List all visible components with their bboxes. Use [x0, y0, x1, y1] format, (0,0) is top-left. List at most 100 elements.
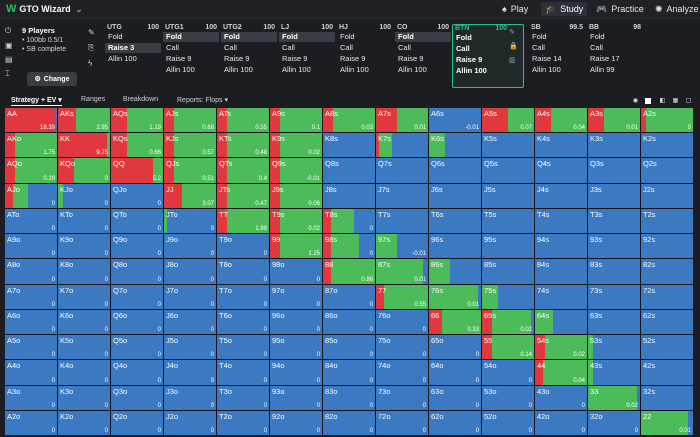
- pencil-icon[interactable]: ✎: [509, 29, 515, 36]
- hand-cell-84s[interactable]: 84s: [535, 259, 587, 284]
- hand-cell-T4s[interactable]: T4s: [535, 208, 587, 234]
- hand-cell-T5s[interactable]: T5s: [482, 208, 534, 234]
- hand-cell-99[interactable]: 99 1.25: [270, 234, 322, 259]
- hand-cell-62s[interactable]: 62s: [641, 309, 693, 335]
- hand-cell-A4o[interactable]: A4o 0: [5, 360, 57, 385]
- hand-cell-T9o[interactable]: T9o 0: [217, 234, 269, 259]
- lock-icon[interactable]: 🔒: [509, 43, 518, 50]
- hand-cell-AKo[interactable]: AKo 1.75: [5, 133, 57, 158]
- hand-cell-63o[interactable]: 63o 0: [429, 385, 481, 410]
- action-fold[interactable]: Fold: [163, 32, 219, 42]
- hand-cell-42s[interactable]: 42s: [641, 360, 693, 385]
- hand-cell-J5s[interactable]: J5s: [482, 183, 534, 208]
- hand-cell-QQ[interactable]: QQ 5.2: [111, 158, 163, 183]
- hand-cell-33[interactable]: 33 0.02: [588, 385, 640, 410]
- hand-cell-85s[interactable]: 85s: [482, 259, 534, 284]
- hand-cell-54o[interactable]: 54o 0: [482, 360, 534, 385]
- hand-cell-98o[interactable]: 98o 0: [270, 259, 322, 284]
- hand-cell-K5o[interactable]: K5o 0: [58, 335, 110, 360]
- hand-cell-87o[interactable]: 87o 0: [323, 284, 375, 309]
- hand-cell-K2s[interactable]: K2s: [641, 133, 693, 158]
- hand-cell-AQo[interactable]: AQo 0.29: [5, 158, 57, 183]
- hand-cell-32s[interactable]: 32s: [641, 385, 693, 410]
- hand-cell-KQs[interactable]: KQs 0.66: [111, 133, 163, 158]
- hand-cell-94s[interactable]: 94s: [535, 234, 587, 259]
- hand-cell-74s[interactable]: 74s: [535, 284, 587, 309]
- hand-cell-KTs[interactable]: KTs 0.48: [217, 133, 269, 158]
- hand-cell-A5o[interactable]: A5o 0: [5, 335, 57, 360]
- position-utg2[interactable]: UTG2 100 Fold Call Raise 9 Allin 100: [221, 24, 277, 88]
- hand-cell-86s[interactable]: 86s: [429, 259, 481, 284]
- hand-cell-Q2o[interactable]: Q2o 0: [111, 410, 163, 435]
- hand-cell-JTs[interactable]: JTs 0.47: [217, 183, 269, 208]
- hand-cell-K4s[interactable]: K4s: [535, 133, 587, 158]
- book-icon[interactable]: ▥: [509, 57, 516, 64]
- action-fold[interactable]: Fold: [590, 32, 605, 41]
- hand-cell-KJo[interactable]: KJo 0: [58, 183, 110, 208]
- hand-cell-J4s[interactable]: J4s: [535, 183, 587, 208]
- action-allin[interactable]: Allin 100: [532, 65, 561, 74]
- nav-study[interactable]: 🎓 Study: [541, 2, 588, 16]
- hand-cell-KTo[interactable]: KTo 0: [58, 208, 110, 234]
- action-fold[interactable]: Fold: [395, 32, 451, 42]
- hand-cell-98s[interactable]: 98s 0: [323, 234, 375, 259]
- bolt-icon[interactable]: ϟ: [88, 59, 93, 68]
- position-utg[interactable]: UTG 100 Fold Raise 3 Allin 100: [105, 24, 161, 88]
- hand-cell-A6o[interactable]: A6o 0: [5, 309, 57, 335]
- hand-cell-A2o[interactable]: A2o 0: [5, 410, 57, 435]
- hand-cell-Q9s[interactable]: Q9s -0.01: [270, 158, 322, 183]
- action-fold[interactable]: Fold: [221, 32, 277, 42]
- hand-cell-QJs[interactable]: QJs 0.51: [164, 158, 216, 183]
- hand-cell-K4o[interactable]: K4o 0: [58, 360, 110, 385]
- action-raise[interactable]: Raise 9: [166, 54, 192, 63]
- hand-cell-J6o[interactable]: J6o 0: [164, 309, 216, 335]
- action-raise[interactable]: Raise 9: [224, 54, 250, 63]
- action-allin[interactable]: Allin 99: [590, 65, 615, 74]
- pencil-icon[interactable]: ✎: [88, 28, 95, 37]
- hand-cell-J6s[interactable]: J6s: [429, 183, 481, 208]
- hand-cell-75s[interactable]: 75s: [482, 284, 534, 309]
- hand-cell-A9s[interactable]: A9s 0.1: [270, 108, 322, 133]
- save-as-icon[interactable]: ▤: [5, 55, 13, 64]
- hand-cell-82s[interactable]: 82s: [641, 259, 693, 284]
- hand-cell-52s[interactable]: 52s: [641, 335, 693, 360]
- position-bb[interactable]: BB 98 Fold Call Raise 17 Allin 99: [587, 24, 643, 88]
- hand-cell-83o[interactable]: 83o 0: [323, 385, 375, 410]
- hand-cell-J2s[interactable]: J2s: [641, 183, 693, 208]
- action-fold[interactable]: Fold: [456, 33, 472, 42]
- hand-cell-K9o[interactable]: K9o 0: [58, 234, 110, 259]
- hand-cell-A8s[interactable]: A8s 0.03: [323, 108, 375, 133]
- hand-cell-QTo[interactable]: QTo 0: [111, 208, 163, 234]
- hand-cell-AA[interactable]: AA 18.39: [5, 108, 57, 133]
- hand-cell-92s[interactable]: 92s: [641, 234, 693, 259]
- hand-cell-Q2s[interactable]: Q2s: [641, 158, 693, 183]
- hand-cell-AJs[interactable]: AJs 0.68: [164, 108, 216, 133]
- hand-cell-T3o[interactable]: T3o 0: [217, 385, 269, 410]
- hand-cell-85o[interactable]: 85o 0: [323, 335, 375, 360]
- hand-cell-A5s[interactable]: A5s 0.07: [482, 108, 534, 133]
- hand-cell-Q6s[interactable]: Q6s: [429, 158, 481, 183]
- view-grid-icon[interactable]: ▦: [672, 98, 679, 104]
- hand-cell-K6s[interactable]: K6s: [429, 133, 481, 158]
- hand-cell-K5s[interactable]: K5s: [482, 133, 534, 158]
- hand-cell-72o[interactable]: 72o 0: [376, 410, 428, 435]
- hand-cell-J3o[interactable]: J3o 0: [164, 385, 216, 410]
- hand-cell-92o[interactable]: 92o 0: [270, 410, 322, 435]
- hand-cell-T8s[interactable]: T8s 0: [323, 208, 375, 234]
- hand-cell-KQo[interactable]: KQo 0: [58, 158, 110, 183]
- hand-cell-A4s[interactable]: A4s 0.04: [535, 108, 587, 133]
- hand-cell-A3s[interactable]: A3s 0.01: [588, 108, 640, 133]
- hand-cell-K7o[interactable]: K7o 0: [58, 284, 110, 309]
- power-icon[interactable]: ⏻: [5, 26, 12, 35]
- action-allin[interactable]: Allin 100: [108, 54, 137, 63]
- hand-cell-T5o[interactable]: T5o 0: [217, 335, 269, 360]
- hand-cell-43s[interactable]: 43s: [588, 360, 640, 385]
- hand-cell-82o[interactable]: 82o 0: [323, 410, 375, 435]
- hand-cell-Q3s[interactable]: Q3s: [588, 158, 640, 183]
- position-sb[interactable]: SB 99.5 Fold Call Raise 14 Allin 100: [529, 24, 585, 88]
- hand-cell-K7s[interactable]: K7s: [376, 133, 428, 158]
- hand-cell-J7o[interactable]: J7o 0: [164, 284, 216, 309]
- hand-cell-T4o[interactable]: T4o 0: [217, 360, 269, 385]
- view-split-icon[interactable]: ◧: [659, 98, 666, 104]
- action-fold[interactable]: Fold: [340, 32, 355, 41]
